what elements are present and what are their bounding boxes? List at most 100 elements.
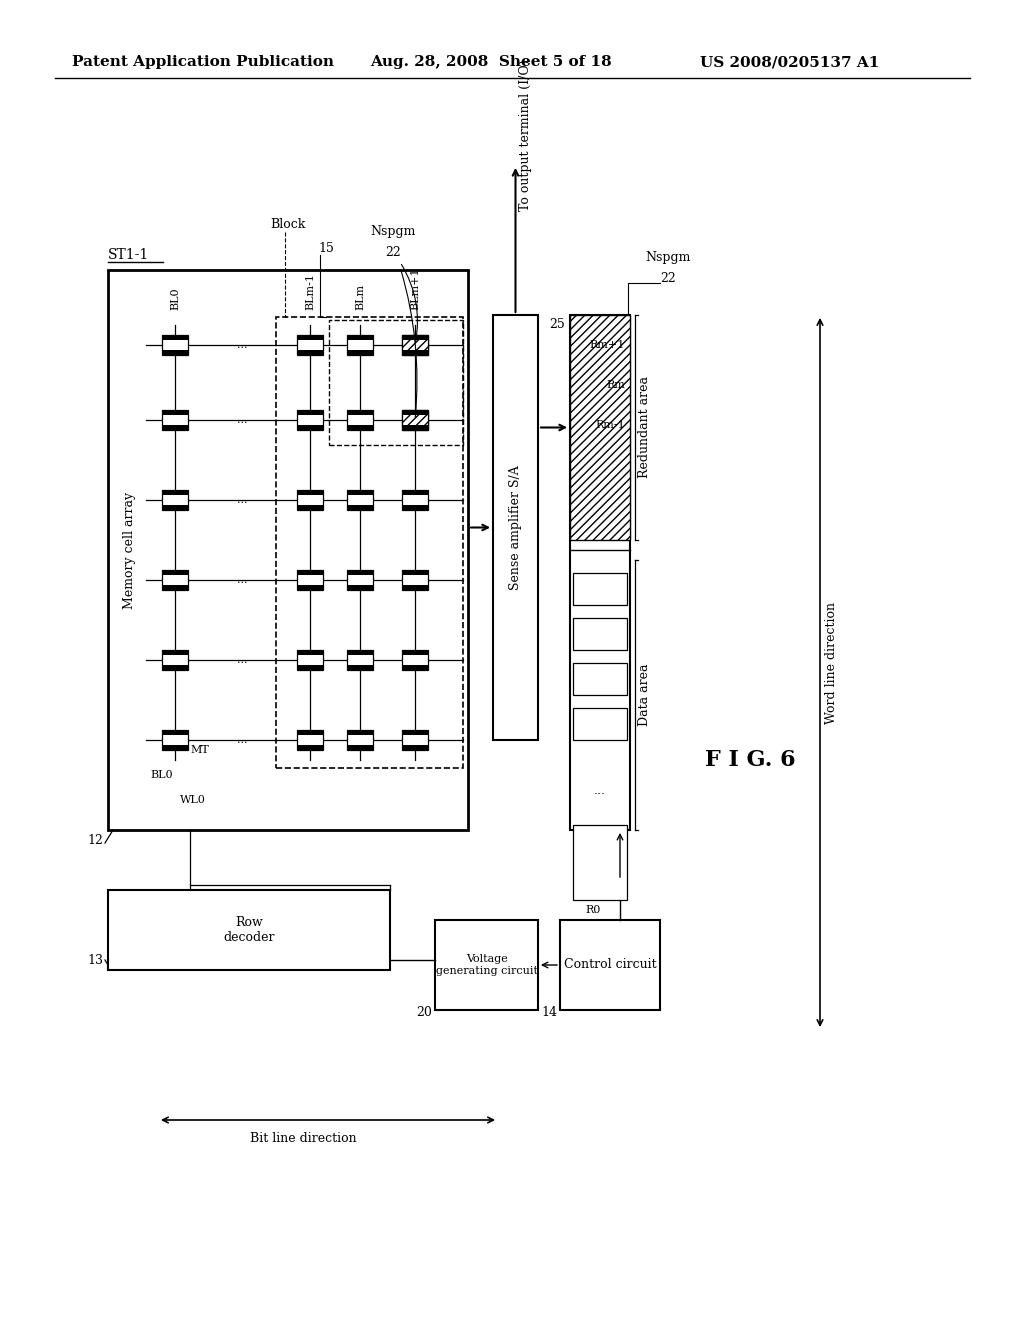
Text: BLm-1: BLm-1 <box>305 273 315 310</box>
Bar <box>297 744 323 750</box>
Bar <box>573 618 627 649</box>
Bar <box>297 649 323 655</box>
Text: Patent Application Publication: Patent Application Publication <box>72 55 334 69</box>
Text: Control circuit: Control circuit <box>563 958 656 972</box>
Bar <box>297 570 323 576</box>
Bar <box>347 649 373 655</box>
Bar <box>402 730 428 735</box>
Bar <box>347 585 373 590</box>
Bar <box>402 570 428 576</box>
Bar <box>162 490 188 495</box>
Bar <box>162 649 188 671</box>
Text: 22: 22 <box>660 272 676 285</box>
Text: Nspgm: Nspgm <box>370 226 416 239</box>
Text: BLm+1: BLm+1 <box>410 268 420 310</box>
Bar <box>297 730 323 735</box>
Bar <box>402 570 428 590</box>
Bar <box>162 425 188 430</box>
Text: 15: 15 <box>318 242 334 255</box>
Bar <box>297 411 323 414</box>
Text: Rm-1: Rm-1 <box>595 420 625 430</box>
Text: BLm: BLm <box>355 284 365 310</box>
Text: WL0: WL0 <box>180 795 206 805</box>
Bar <box>329 319 463 445</box>
Bar <box>297 425 323 430</box>
Bar <box>162 411 188 430</box>
Bar <box>402 490 428 510</box>
Bar <box>402 335 428 341</box>
Text: ...: ... <box>238 341 248 350</box>
Text: 13: 13 <box>87 953 103 966</box>
Text: To output terminal (I/O): To output terminal (I/O) <box>518 59 531 211</box>
Bar <box>402 335 428 355</box>
Text: 20: 20 <box>416 1006 432 1019</box>
Bar <box>402 506 428 510</box>
Bar <box>162 506 188 510</box>
Bar <box>297 730 323 750</box>
Bar <box>493 315 538 741</box>
Bar <box>162 730 188 750</box>
Bar <box>347 350 373 355</box>
Bar <box>162 730 188 735</box>
Bar <box>162 335 188 341</box>
Text: ...: ... <box>238 414 248 425</box>
Text: BL0: BL0 <box>170 288 180 310</box>
Bar <box>108 890 390 970</box>
Text: Sense amplifier S/A: Sense amplifier S/A <box>509 465 522 590</box>
Text: Row
decoder: Row decoder <box>223 916 274 944</box>
Bar <box>276 317 463 768</box>
Text: ST1-1: ST1-1 <box>108 248 150 261</box>
Text: ...: ... <box>238 735 248 744</box>
Bar <box>162 585 188 590</box>
Text: 22: 22 <box>385 247 400 260</box>
Bar <box>347 649 373 671</box>
Text: Rm: Rm <box>606 380 625 389</box>
Bar <box>402 335 428 355</box>
Bar <box>402 425 428 430</box>
Bar <box>402 411 428 430</box>
Bar <box>162 570 188 576</box>
Bar <box>402 730 428 750</box>
Text: F I G. 6: F I G. 6 <box>705 748 796 771</box>
Text: Bit line direction: Bit line direction <box>250 1131 356 1144</box>
Bar <box>402 649 428 671</box>
Text: Aug. 28, 2008  Sheet 5 of 18: Aug. 28, 2008 Sheet 5 of 18 <box>370 55 611 69</box>
Bar <box>560 920 660 1010</box>
Bar <box>162 649 188 655</box>
Bar <box>162 570 188 590</box>
Bar <box>347 570 373 590</box>
Bar <box>297 585 323 590</box>
Text: Data area: Data area <box>638 664 651 726</box>
Bar <box>347 570 373 576</box>
Text: 14: 14 <box>541 1006 557 1019</box>
Bar <box>347 744 373 750</box>
Bar <box>297 335 323 341</box>
Bar <box>347 490 373 495</box>
Bar <box>347 665 373 671</box>
Bar <box>573 825 627 900</box>
Text: Memory cell array: Memory cell array <box>124 491 136 609</box>
Bar <box>297 506 323 510</box>
Bar <box>347 490 373 510</box>
Bar <box>162 411 188 414</box>
Bar <box>402 411 428 414</box>
Bar <box>347 730 373 750</box>
Text: Word line direction: Word line direction <box>825 602 838 723</box>
Text: 25: 25 <box>549 318 565 331</box>
Bar <box>347 411 373 414</box>
Bar <box>297 350 323 355</box>
Text: Redundant area: Redundant area <box>638 376 651 479</box>
Text: ...: ... <box>594 784 606 796</box>
Bar <box>402 411 428 430</box>
Bar <box>347 506 373 510</box>
Bar <box>573 663 627 696</box>
Bar <box>402 665 428 671</box>
Text: Rm+1: Rm+1 <box>590 341 625 350</box>
Text: US 2008/0205137 A1: US 2008/0205137 A1 <box>700 55 880 69</box>
Bar <box>435 920 538 1010</box>
Bar <box>573 708 627 741</box>
Text: ...: ... <box>238 495 248 506</box>
Bar <box>573 573 627 605</box>
Bar <box>108 271 468 830</box>
Text: Voltage
generating circuit: Voltage generating circuit <box>435 954 538 975</box>
